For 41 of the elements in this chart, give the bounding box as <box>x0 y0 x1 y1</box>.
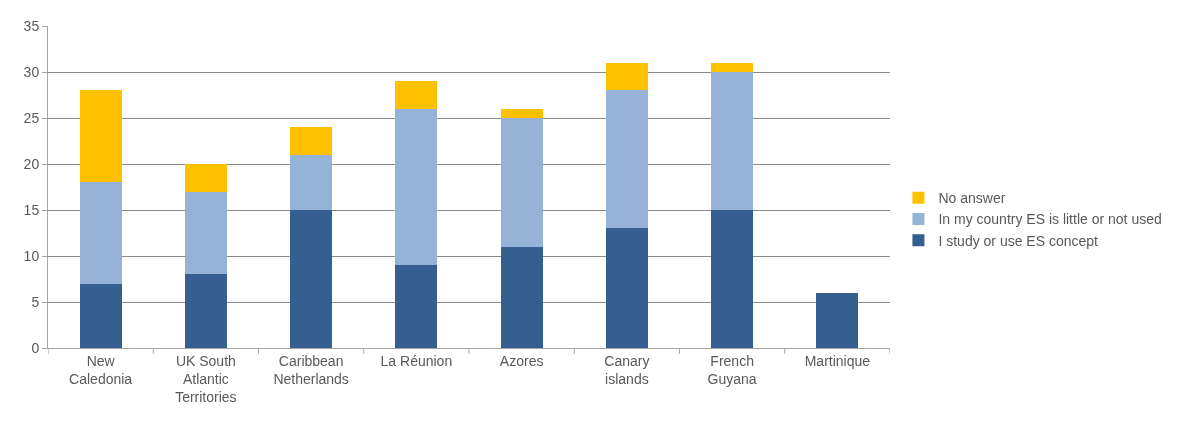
bar <box>184 274 227 348</box>
bar <box>290 210 333 348</box>
bar <box>500 246 543 348</box>
bar <box>395 81 438 109</box>
bar <box>711 210 754 348</box>
y-tick-label: 15 <box>23 201 40 218</box>
bar <box>184 164 227 192</box>
bar <box>816 292 859 348</box>
x-tick-label: French Guyana <box>707 352 757 387</box>
x-tick-label: New Caledonia <box>69 352 133 387</box>
x-tick-label: Azores <box>499 352 544 369</box>
x-tick-label: Martinique <box>804 352 871 369</box>
y-tick-label: 35 <box>23 17 40 34</box>
bar <box>711 72 754 210</box>
legend-label: In my country ES is little or not used <box>938 211 1162 228</box>
bar <box>605 62 648 91</box>
bar <box>605 228 648 348</box>
bar <box>605 90 648 229</box>
x-tick-label: Caribbean Netherlands <box>273 352 349 387</box>
bar <box>500 108 543 118</box>
bar <box>79 182 122 284</box>
bar <box>79 283 122 348</box>
y-tick-label: 30 <box>23 63 40 80</box>
y-tick-label: 0 <box>31 339 40 356</box>
bar <box>290 154 333 210</box>
bar <box>79 90 122 183</box>
bar <box>184 191 227 275</box>
bar <box>500 118 543 247</box>
x-tick-label: La Réunion <box>380 352 453 369</box>
legend-label: I study or use ES concept <box>938 232 1099 249</box>
y-tick-label: 5 <box>31 293 40 310</box>
x-tick-label: UK South Atlantic Territories <box>175 352 237 406</box>
bar <box>395 108 438 266</box>
bar <box>395 265 438 348</box>
y-tick-label: 10 <box>23 247 40 264</box>
y-tick-label: 20 <box>23 155 40 172</box>
legend-label: No answer <box>938 190 1006 207</box>
bar <box>290 127 333 155</box>
x-tick-label: Canary islands <box>604 352 650 387</box>
bar <box>711 62 754 72</box>
y-tick-label: 25 <box>23 109 40 126</box>
